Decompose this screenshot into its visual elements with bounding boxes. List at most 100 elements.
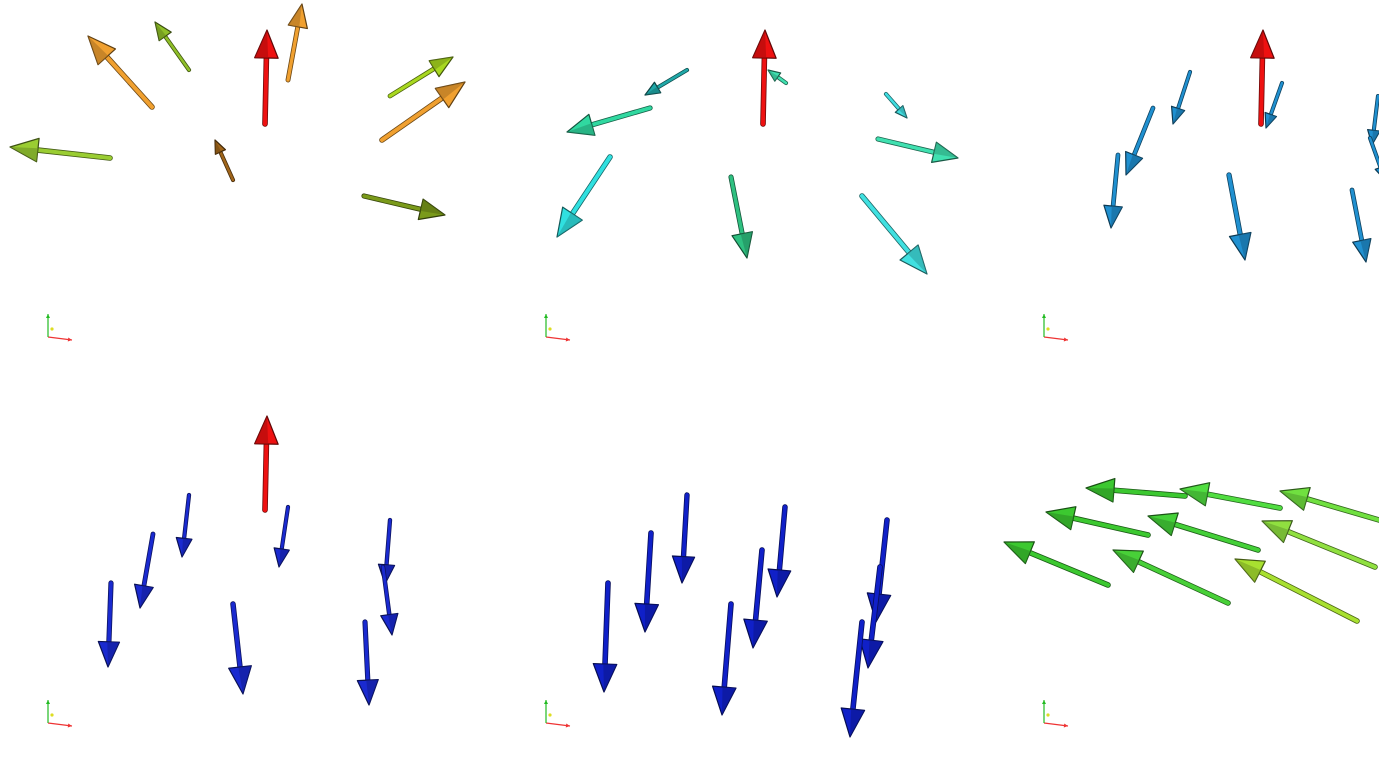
vector-arrow: [556, 154, 613, 238]
axis-z-dot: [548, 327, 552, 331]
vector-arrow-head-shade: [1262, 521, 1289, 543]
axes-triad-icon: [46, 314, 73, 342]
vector-arrow-head-shade: [898, 105, 907, 118]
vector-arrow: [380, 564, 399, 636]
reference-arrow-head-shade: [1250, 30, 1265, 59]
vector-arrow-shaft: [644, 531, 653, 607]
vector-arrow-shaft: [231, 602, 242, 669]
axes-triad-icon: [1042, 700, 1069, 728]
vector-arrow-shaft: [860, 194, 912, 255]
vector-arrow-shaft: [286, 25, 300, 82]
panel-top-left-arrows: [9, 3, 466, 221]
axes-triad-icon: [544, 700, 571, 728]
vector-arrow-head-shade: [603, 663, 617, 692]
vector-arrow-head-shade: [140, 585, 154, 608]
reference-arrow-head-shade: [254, 30, 269, 59]
axis-z-dot: [50, 327, 54, 331]
vector-arrow-head-shade: [1148, 516, 1176, 536]
vector-arrow-shaft: [656, 68, 689, 89]
vector-arrow-head-shade: [385, 564, 395, 584]
panel-bottom-middle-overlay: [544, 700, 571, 728]
panel-top-middle-arrows: [556, 67, 959, 275]
vector-arrow-shaft: [722, 602, 733, 690]
vector-arrow: [154, 21, 192, 73]
vector-arrow-head-shade: [740, 231, 753, 258]
reference-arrow: [1250, 29, 1275, 127]
axis-y-line-head: [1042, 314, 1046, 318]
vector-arrow: [175, 492, 193, 558]
vector-arrow: [1125, 105, 1156, 176]
panel-bottom-right-arrows: [1003, 477, 1379, 624]
vector-arrow-head-shade: [1360, 238, 1371, 262]
vector-arrow-head-shade: [1372, 130, 1379, 145]
reference-arrow-shaft: [761, 55, 767, 126]
vector-arrow-shaft: [107, 581, 113, 644]
vector-arrow-head-shade: [155, 22, 167, 41]
vector-arrow-shaft: [1071, 516, 1150, 537]
vector-arrow: [859, 193, 928, 275]
axis-y-line-head: [544, 700, 548, 704]
vector-arrow-shaft: [1269, 81, 1284, 116]
vector-arrow-shaft: [681, 493, 689, 559]
panel-top-middle-canvas: [544, 29, 959, 342]
vector-arrow-head-shade: [279, 548, 290, 567]
vector-arrow-head-shade: [1235, 559, 1261, 583]
vector-arrow-shaft: [850, 620, 864, 712]
vector-arrow-shaft: [142, 532, 155, 588]
vector-arrow-head-shade: [107, 641, 120, 667]
panel-bottom-left-arrows: [97, 492, 399, 706]
axis-z-dot: [548, 713, 552, 717]
vector-arrow-shaft: [362, 194, 423, 212]
vector-arrow-shaft: [381, 565, 391, 617]
vector-arrow: [9, 137, 113, 163]
vector-arrow-head-shade: [388, 613, 398, 635]
vector-arrow-head-shade: [288, 4, 302, 28]
vector-arrow-shaft: [380, 96, 445, 142]
vector-arrow-shaft: [385, 518, 392, 567]
vector-arrow: [743, 547, 768, 649]
vector-arrow: [387, 56, 454, 99]
vector-arrow-head-shade: [1086, 488, 1115, 502]
vector-arrow-head-shade: [420, 199, 445, 215]
vector-arrow-head-shade: [215, 140, 222, 155]
panel-bottom-right-canvas: [1003, 477, 1379, 728]
vector-arrow-head-shade: [1173, 108, 1185, 124]
vector-arrow-head-shade: [907, 244, 927, 274]
vector-arrow: [634, 530, 660, 633]
vector-arrow-shaft: [219, 150, 235, 182]
reference-arrow: [254, 415, 279, 513]
panel-top-right-overlay: [1042, 29, 1275, 342]
vector-arrow-head-shade: [429, 57, 453, 70]
vector-arrow-shaft: [884, 92, 901, 111]
vector-arrow: [356, 619, 379, 706]
vector-arrow-shaft: [1372, 94, 1379, 132]
axis-x-line-head: [1063, 337, 1068, 342]
vector-arrow-shaft: [1172, 522, 1260, 552]
vector-arrow: [133, 531, 156, 609]
vector-arrow: [1147, 512, 1261, 553]
vector-arrow: [1264, 80, 1285, 129]
axes-triad-icon: [544, 314, 571, 342]
vector-arrow: [883, 91, 908, 119]
vector-arrow-head-shade: [645, 86, 661, 95]
panel-bottom-middle: [498, 386, 996, 772]
axis-x-line: [545, 336, 571, 341]
vector-arrow-head-shade: [366, 679, 379, 705]
vector-arrow: [377, 517, 396, 585]
vector-arrow-shaft: [729, 175, 744, 236]
vector-arrow-shaft: [1176, 70, 1192, 110]
vector-arrow-head-shade: [1004, 542, 1031, 564]
vector-arrow-head-shade: [681, 556, 695, 583]
axis-x-line-head: [1063, 723, 1068, 728]
panel-top-middle: [498, 0, 996, 386]
panel-bottom-right-overlay: [1042, 700, 1069, 728]
vector-arrow: [566, 105, 653, 136]
panel-bottom-middle-arrows: [592, 492, 892, 738]
vector-arrow-shaft: [104, 54, 154, 109]
panel-top-left-canvas: [9, 3, 466, 342]
vector-arrow-head-shade: [753, 619, 768, 648]
vector-arrow-head-shade: [868, 639, 883, 668]
vector-arrow-shaft: [570, 155, 612, 216]
axis-x-line-head: [67, 337, 72, 342]
